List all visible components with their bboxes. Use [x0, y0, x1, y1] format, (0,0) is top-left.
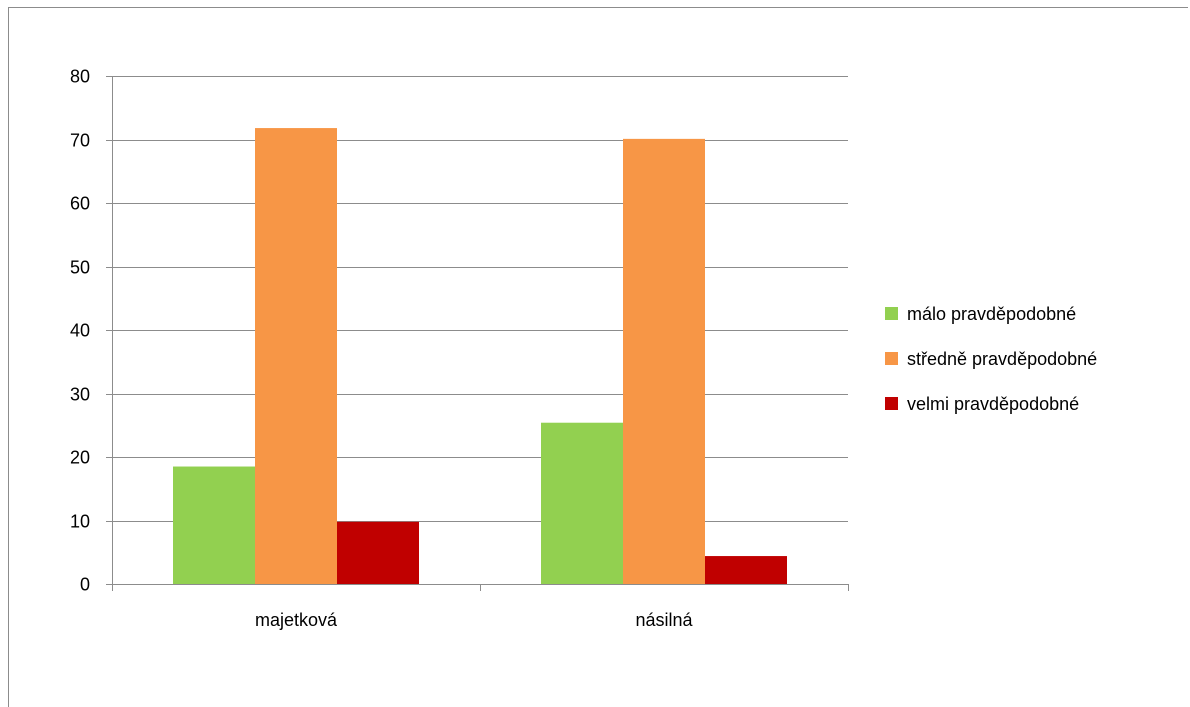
bar-1-2 — [541, 422, 623, 584]
x-axis-tick-labels: majetková násilná — [255, 610, 694, 630]
y-tick-label: 70 — [70, 131, 90, 151]
legend-swatch-2 — [885, 352, 898, 365]
y-tick-label: 50 — [70, 258, 90, 278]
legend-label-3: velmi pravděpodobné — [907, 394, 1079, 414]
bars — [173, 128, 787, 585]
y-tick-label: 20 — [70, 448, 90, 468]
x-tick-label: násilná — [635, 610, 693, 630]
bar-3-1 — [337, 521, 419, 584]
bar-3-2 — [705, 556, 787, 584]
bar-1-1 — [173, 466, 255, 584]
bar-2-1 — [255, 128, 337, 584]
y-tick-label: 80 — [70, 67, 90, 87]
y-tick-label: 0 — [80, 575, 90, 595]
bar-2-2 — [623, 138, 705, 585]
legend: málo pravděpodobné středně pravděpodobné v… — [885, 304, 1097, 414]
axes — [106, 76, 849, 591]
y-tick-label: 60 — [70, 194, 90, 214]
x-tick-label: majetková — [255, 610, 338, 630]
legend-swatch-3 — [885, 397, 898, 410]
legend-label-2: středně pravděpodobné — [907, 349, 1097, 369]
y-tick-label: 40 — [70, 321, 90, 341]
y-tick-label: 10 — [70, 512, 90, 532]
gridlines — [112, 76, 848, 522]
legend-label-1: málo pravděpodobné — [907, 304, 1076, 324]
y-tick-label: 30 — [70, 385, 90, 405]
legend-swatch-1 — [885, 307, 898, 320]
y-axis-tick-labels: 0 10 20 30 40 50 60 70 80 — [70, 67, 90, 595]
chart-frame — [8, 7, 1188, 707]
